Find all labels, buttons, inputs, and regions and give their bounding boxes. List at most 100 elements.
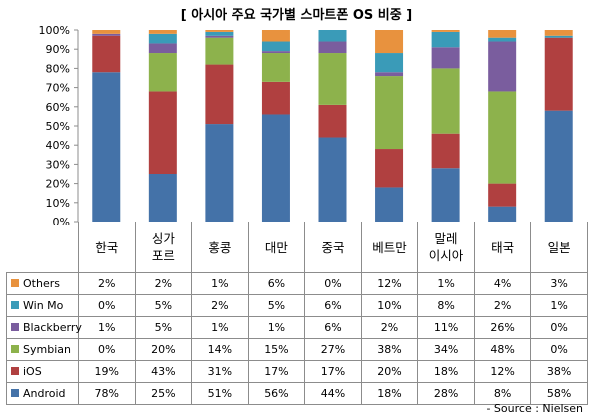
data-label: 12% bbox=[360, 272, 419, 295]
data-label: 20% bbox=[360, 360, 419, 383]
y-tick-label: 100% bbox=[39, 24, 70, 37]
legend-entry: Others bbox=[6, 272, 79, 295]
bar-segment bbox=[318, 41, 347, 54]
y-tick-label: 50% bbox=[46, 120, 70, 133]
bar-segment bbox=[261, 114, 290, 222]
bar-segment bbox=[375, 53, 404, 73]
bar-segment bbox=[488, 91, 517, 184]
x-tick-label: 일본 bbox=[530, 222, 588, 273]
bar-segment bbox=[205, 31, 234, 36]
bar-segment bbox=[205, 124, 234, 222]
x-tick-label: 말레 이시아 bbox=[417, 222, 475, 273]
bar-segment bbox=[488, 37, 517, 42]
data-label: 17% bbox=[247, 360, 306, 383]
legend-label: Win Mo bbox=[23, 299, 64, 312]
bar-stack bbox=[431, 30, 460, 222]
bar-segment bbox=[261, 30, 290, 42]
bar-stack bbox=[488, 30, 517, 222]
legend-label: Others bbox=[23, 277, 60, 290]
data-label: 1% bbox=[191, 272, 249, 295]
bar-stacks bbox=[92, 30, 573, 223]
table-row: Android 78% 25% 51% 56% 44% 18% 28% 8% 58% bbox=[6, 382, 588, 405]
bar-segment bbox=[375, 149, 404, 188]
y-tick-label: 30% bbox=[46, 158, 70, 171]
y-tick-label: 60% bbox=[46, 101, 70, 114]
data-label: 11% bbox=[417, 316, 475, 339]
bar-segment bbox=[261, 81, 290, 115]
legend-entry: Android bbox=[6, 382, 79, 405]
bar-segment bbox=[148, 53, 177, 92]
legend-label: Blackberry bbox=[23, 321, 82, 334]
bar-segment bbox=[488, 41, 517, 92]
bar-segment bbox=[148, 91, 177, 174]
data-label: 51% bbox=[191, 382, 249, 405]
bar-segment bbox=[488, 206, 517, 222]
data-label: 12% bbox=[473, 360, 532, 383]
data-label: 6% bbox=[304, 316, 362, 339]
bar-segment bbox=[148, 33, 177, 44]
data-table: 한국 싱가 포르 홍콩 대만 중국 베트만 말레 이시아 태국 일본 Others 2% 2% 1% 6% 0%… bbox=[6, 222, 588, 405]
data-label: 17% bbox=[304, 360, 362, 383]
legend-entry: Win Mo bbox=[6, 294, 79, 317]
x-tick-label: 한국 bbox=[78, 222, 136, 273]
data-label: 2% bbox=[191, 294, 249, 317]
data-label: 44% bbox=[304, 382, 362, 405]
bar-segment bbox=[318, 30, 347, 42]
data-label: 2% bbox=[78, 272, 136, 295]
legend-entry: iOS bbox=[6, 360, 79, 383]
legend-swatch bbox=[11, 389, 19, 397]
data-label: 20% bbox=[134, 338, 193, 361]
bar-segment bbox=[544, 110, 573, 222]
legend-label: Android bbox=[23, 387, 66, 400]
data-label: 5% bbox=[134, 316, 193, 339]
data-label: 56% bbox=[247, 382, 306, 405]
data-label: 78% bbox=[78, 382, 136, 405]
data-label: 6% bbox=[304, 294, 362, 317]
table-corner bbox=[6, 222, 79, 273]
data-label: 1% bbox=[417, 272, 475, 295]
data-label: 38% bbox=[530, 360, 588, 383]
table-row: Win Mo 0% 5% 2% 5% 6% 10% 8% 2% 1% bbox=[6, 294, 588, 317]
data-label: 3% bbox=[530, 272, 588, 295]
bar-segment bbox=[92, 30, 121, 34]
bar-segment bbox=[544, 30, 573, 36]
data-label: 10% bbox=[360, 294, 419, 317]
table-row: Symbian 0% 20% 14% 15% 27% 38% 34% 48% 0% bbox=[6, 338, 588, 361]
stacked-bar-chart: 0% 10% 20% 30% 40% 50% 60% 70% 80% 90% 100% bbox=[39, 24, 573, 225]
source-note: - Source : Nielsen bbox=[486, 402, 583, 415]
data-label: 0% bbox=[78, 294, 136, 317]
y-tick-label: 40% bbox=[46, 139, 70, 152]
bar-segment bbox=[92, 72, 121, 223]
bar-segment bbox=[488, 30, 517, 38]
y-axis: 0% 10% 20% 30% 40% 50% 60% 70% 80% 90% 100% bbox=[39, 24, 79, 225]
bar-stack bbox=[261, 30, 290, 222]
legend-swatch bbox=[11, 323, 19, 331]
table-row: iOS 19% 43% 31% 17% 17% 20% 18% 12% 38% bbox=[6, 360, 588, 383]
x-tick-label: 대만 bbox=[247, 222, 306, 273]
bar-segment bbox=[261, 53, 290, 82]
y-tick-label: 90% bbox=[46, 43, 70, 56]
y-tick-label: 70% bbox=[46, 82, 70, 95]
data-label: 5% bbox=[134, 294, 193, 317]
data-label: 27% bbox=[304, 338, 362, 361]
data-label: 43% bbox=[134, 360, 193, 383]
bar-stack bbox=[205, 30, 234, 222]
legend-entry: Blackberry bbox=[6, 316, 82, 339]
bar-segment bbox=[488, 183, 517, 207]
bar-segment bbox=[148, 30, 177, 34]
bar-segment bbox=[431, 133, 460, 169]
data-label: 26% bbox=[473, 316, 532, 339]
data-label: 31% bbox=[191, 360, 249, 383]
bar-stack bbox=[92, 30, 121, 223]
table-category-row: 한국 싱가 포르 홍콩 대만 중국 베트만 말레 이시아 태국 일본 bbox=[6, 222, 588, 273]
x-tick-label: 베트만 bbox=[360, 222, 419, 273]
data-label: 6% bbox=[247, 272, 306, 295]
bar-segment bbox=[431, 168, 460, 222]
bar-segment bbox=[92, 33, 121, 36]
legend-swatch bbox=[11, 279, 19, 287]
data-label: 48% bbox=[473, 338, 532, 361]
bar-segment bbox=[205, 30, 234, 32]
bar-segment bbox=[261, 51, 290, 54]
data-label: 1% bbox=[78, 316, 136, 339]
data-label: 18% bbox=[417, 360, 475, 383]
